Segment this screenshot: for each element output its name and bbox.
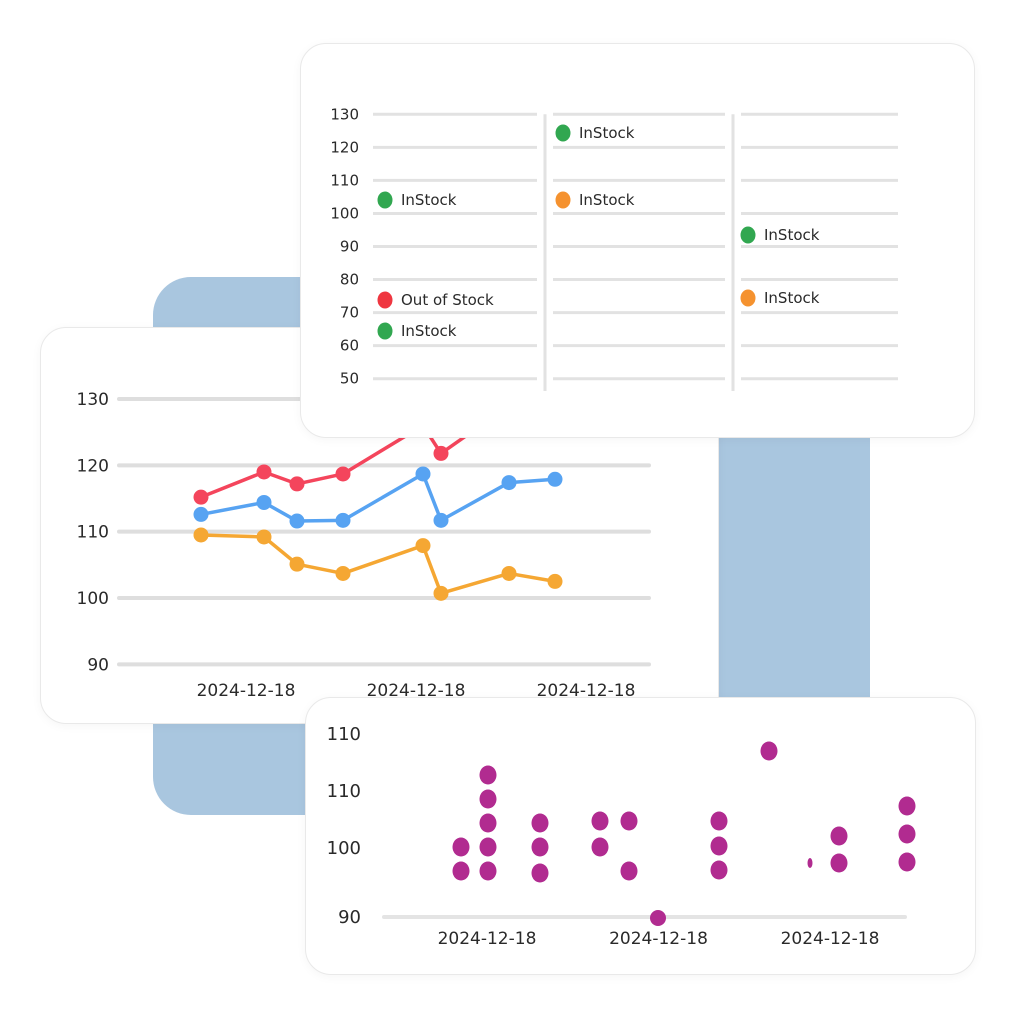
status-dot (377, 291, 393, 309)
x-tick-label: 2024-12-18 (781, 929, 880, 949)
scatter-point (531, 863, 549, 883)
scatter-point (479, 813, 497, 833)
y-tick-label: 120 (330, 138, 359, 156)
status-grid-chart: 130 120 110 100 90 80 70 60 50 InStock Out of Stoc… (330, 105, 898, 391)
status-label: InStock (764, 289, 820, 307)
scatter-point (479, 789, 497, 809)
data-point (415, 538, 431, 554)
data-point (335, 565, 351, 581)
data-point (193, 506, 209, 522)
y-tick-label: 120 (77, 456, 109, 476)
status-dot (740, 226, 756, 244)
y-tick-label: 80 (340, 271, 359, 289)
scatter-point (479, 861, 497, 881)
y-tick-label: 100 (327, 838, 361, 859)
status-dot (555, 124, 571, 142)
data-point (335, 512, 351, 528)
y-tick-label: 130 (77, 390, 109, 410)
series-line (200, 533, 556, 596)
status-label: InStock (764, 226, 820, 244)
scatter-point (479, 837, 497, 857)
scatter-point (830, 853, 848, 873)
scatter-point (760, 741, 778, 761)
y-tick-label: 60 (340, 337, 359, 355)
y-tick-label: 90 (87, 655, 109, 675)
data-point (501, 565, 517, 581)
scatter-point (452, 837, 470, 857)
status-dot (377, 322, 393, 340)
data-point (289, 556, 305, 572)
y-tick-label: 70 (340, 304, 359, 322)
data-point (547, 573, 563, 589)
scatter-point (807, 858, 813, 868)
x-tick-label: 2024-12-18 (197, 681, 296, 701)
status-label: InStock (401, 191, 457, 209)
y-tick-label: 110 (330, 171, 359, 189)
y-tick-label: 90 (340, 238, 359, 256)
data-point (256, 464, 272, 480)
x-tick-label: 2024-12-18 (438, 929, 537, 949)
status-label: Out of Stock (401, 291, 494, 309)
data-point (433, 585, 449, 601)
scatter-point (452, 861, 470, 881)
data-point (433, 512, 449, 528)
y-tick-label: 110 (327, 781, 361, 802)
scatter-point (710, 860, 728, 880)
x-tick-label: 2024-12-18 (537, 681, 636, 701)
scatter-point (650, 910, 666, 926)
status-grid-card: 130 120 110 100 90 80 70 60 50 InStock Out of Stoc… (300, 43, 975, 438)
scatter-chart-card: 110 110 100 90 2024-12-18 2024-12-18 2024-12-1… (305, 697, 976, 975)
status-label: InStock (579, 124, 635, 142)
scatter-point (479, 765, 497, 785)
data-point (256, 529, 272, 545)
status-label: InStock (579, 191, 635, 209)
scatter-point (898, 824, 916, 844)
scatter-point (531, 813, 549, 833)
y-tick-label: 100 (77, 589, 109, 609)
data-point (415, 466, 431, 482)
status-dot (377, 191, 393, 209)
data-point (256, 494, 272, 510)
scatter-point (620, 861, 638, 881)
data-point (289, 513, 305, 529)
y-tick-label: 110 (327, 724, 361, 745)
scatter-point (710, 836, 728, 856)
scatter-point (531, 837, 549, 857)
data-point (193, 489, 209, 505)
x-tick-label: 2024-12-18 (367, 681, 466, 701)
data-point (193, 527, 209, 543)
scatter-point (710, 811, 728, 831)
scatter-chart: 110 110 100 90 2024-12-18 2024-12-18 2024-12-1… (327, 724, 916, 949)
y-tick-label: 130 (330, 105, 359, 123)
scatter-point (620, 811, 638, 831)
data-point (289, 476, 305, 492)
status-dot (740, 289, 756, 307)
y-tick-label: 100 (330, 204, 359, 222)
y-tick-label: 110 (77, 523, 109, 543)
data-point (547, 471, 563, 487)
scatter-point (898, 796, 916, 816)
data-point (501, 475, 517, 491)
line-chart: 130 120 110 100 90 2024-12-18 2024-12-18 2024-1… (77, 390, 651, 701)
data-point (433, 445, 449, 461)
y-tick-label: 50 (340, 370, 359, 388)
scatter-point (830, 826, 848, 846)
status-label: InStock (401, 322, 457, 340)
x-tick-label: 2024-12-18 (609, 929, 708, 949)
y-tick-label: 90 (338, 907, 361, 928)
scatter-point (898, 852, 916, 872)
scatter-point (591, 837, 609, 857)
data-point (335, 466, 351, 482)
status-dot (555, 191, 571, 209)
scatter-point (591, 811, 609, 831)
